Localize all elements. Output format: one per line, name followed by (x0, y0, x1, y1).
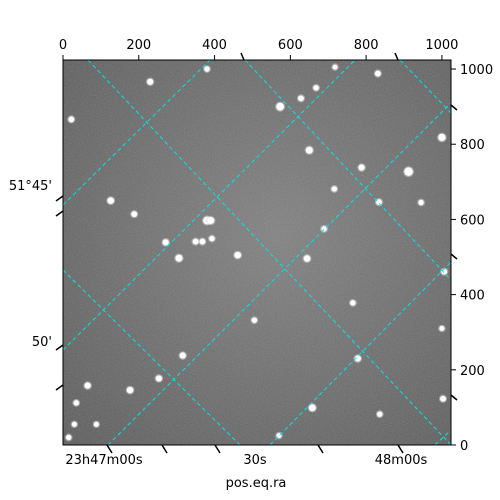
ra-grid-line (63, 60, 356, 351)
ra-grid-line (434, 429, 451, 445)
star (298, 95, 304, 102)
star (207, 217, 215, 225)
star (126, 386, 134, 394)
star (199, 238, 206, 245)
star (107, 197, 115, 204)
star (350, 300, 356, 306)
dec-tick (55, 210, 64, 217)
x-tick-label: 1000 (425, 38, 458, 53)
star (440, 395, 446, 402)
ra-tick-label: 30s (243, 453, 267, 468)
star (162, 239, 169, 246)
star (374, 70, 381, 77)
y-tick-label: 200 (460, 364, 485, 379)
star (147, 78, 154, 85)
dec-tick-label: 51°45' (9, 179, 52, 194)
right-pixel-axis: 0 200 400 600 800 1000 (451, 63, 493, 454)
ra-tick (317, 444, 324, 454)
star (192, 238, 199, 245)
ra-tick-label: 48m00s (375, 453, 428, 468)
star (65, 434, 72, 441)
ra-tick-marks (106, 444, 404, 454)
star (313, 85, 319, 91)
star (303, 255, 311, 262)
star (358, 164, 365, 171)
top-world-tick-marks (240, 52, 399, 61)
y-tick-label: 1000 (460, 63, 493, 78)
x-tick-label: 600 (278, 38, 303, 53)
star (71, 421, 77, 427)
star (251, 317, 258, 323)
x-tick-label: 400 (202, 38, 227, 53)
star (308, 404, 316, 412)
star (354, 355, 361, 362)
x-tick-label: 0 (59, 38, 67, 53)
x-tick-label: 200 (126, 38, 151, 53)
star (404, 167, 413, 176)
ra-tick (397, 444, 404, 454)
ra-grid-line (107, 102, 451, 445)
dec-tick (55, 384, 64, 391)
star (155, 375, 162, 382)
bottom-world-axis: 23h47m00s 30s 48m00s pos.eq.ra (65, 444, 428, 491)
dec-tick (55, 195, 64, 202)
star (84, 382, 91, 389)
star (68, 116, 75, 123)
dec-grid-line (399, 60, 451, 114)
ra-tick (106, 444, 113, 454)
dec-grid-line (244, 60, 451, 281)
star (377, 411, 383, 417)
star (179, 352, 186, 359)
dec-tick-marks (55, 195, 64, 391)
plot-frame (62, 59, 452, 446)
sky-noise (63, 60, 451, 445)
star (418, 199, 424, 206)
star (331, 186, 338, 192)
star (376, 199, 382, 206)
star (321, 226, 327, 232)
y-tick-label: 600 (460, 213, 485, 228)
image-area (63, 60, 451, 445)
star (209, 235, 215, 242)
star (204, 66, 210, 72)
ra-tick (214, 444, 221, 454)
x-tick-label: 800 (354, 38, 379, 53)
star (175, 254, 183, 262)
coordinate-grid (63, 60, 451, 445)
dec-tick (55, 344, 64, 351)
star (438, 133, 446, 142)
ra-grid-line (269, 261, 451, 445)
star (305, 146, 313, 154)
y-tick-label: 800 (460, 138, 485, 153)
star (131, 211, 138, 218)
star (73, 400, 79, 406)
dec-tick-label: 50' (32, 335, 52, 350)
right-world-tick-marks (450, 104, 458, 401)
ra-tick-label: 23h47m00s (65, 453, 143, 468)
top-pixel-axis: 0 200 400 600 800 1000 (59, 38, 458, 60)
stars-layer (64, 63, 449, 442)
y-tick-label: 400 (460, 289, 485, 304)
left-world-axis: 51°45' 50' (9, 179, 64, 391)
ra-tick (161, 444, 168, 454)
star (276, 102, 284, 111)
x-axis-label: pos.eq.ra (226, 476, 287, 491)
y-tick-label: 0 (460, 439, 468, 454)
star (93, 421, 99, 427)
star (332, 64, 338, 70)
star (441, 268, 448, 275)
star (234, 251, 241, 259)
star (439, 325, 445, 331)
